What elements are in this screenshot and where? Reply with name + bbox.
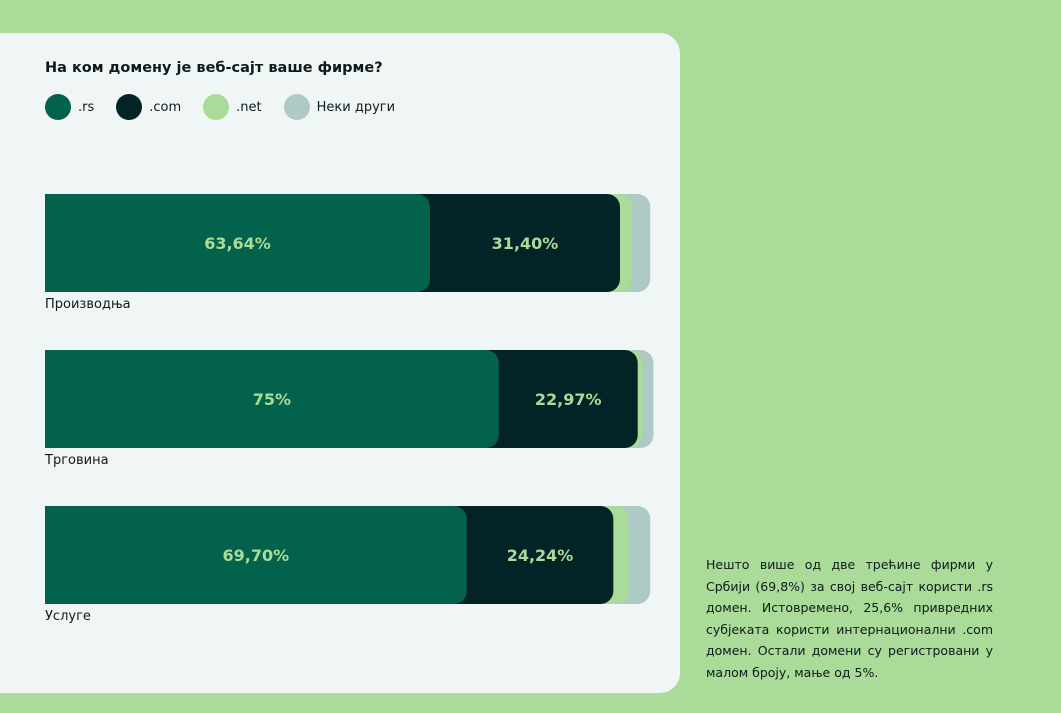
bar-row-3: 69,70% 24,24% Услуге — [45, 506, 651, 624]
description-text: Нешто више од две трећине фирми у Србији… — [706, 557, 993, 680]
bar-rs-2 — [45, 350, 499, 448]
bar-row-1: 63,64% 31,40% Производња — [45, 194, 651, 312]
value-label-com-1: 31,40% — [492, 234, 559, 253]
legend-swatch-com — [116, 94, 143, 120]
legend-item-com: .com — [116, 94, 181, 120]
category-label-1: Производња — [45, 297, 131, 312]
chart-legend: .rs .com .net Неки други — [45, 94, 417, 120]
value-label-com-3: 24,24% — [507, 546, 574, 565]
category-label-3: Услуге — [45, 609, 91, 624]
value-label-com-2: 22,97% — [535, 390, 602, 409]
bar-rs-1 — [45, 194, 431, 292]
legend-item-other: Неки други — [283, 94, 396, 120]
bar-rs-3 — [45, 506, 467, 604]
bar-row-2: 75% 22,97% Трговина — [44, 350, 654, 468]
stacked-bar-chart: 63,64% 31,40% Производња 75% 22,97% Трговина 6… — [44, 194, 654, 624]
legend-swatch-other — [283, 94, 310, 120]
value-label-rs-2: 75% — [253, 390, 291, 409]
value-label-rs-3: 69,70% — [223, 546, 290, 565]
legend-swatch-net — [203, 94, 230, 120]
legend-label-net: .net — [236, 99, 262, 115]
legend-swatch-rs — [45, 94, 71, 120]
legend-label-other: Неки други — [316, 99, 396, 115]
legend-label-rs: .rs — [78, 99, 95, 115]
legend-item-rs: .rs — [45, 94, 94, 120]
category-label-2: Трговина — [44, 453, 109, 468]
legend-label-com: .com — [149, 99, 182, 115]
chart-title: На ком домену је веб-сајт ваше фирме? — [45, 60, 383, 76]
value-label-rs-1: 63,64% — [204, 234, 271, 253]
legend-item-net: .net — [203, 94, 262, 120]
